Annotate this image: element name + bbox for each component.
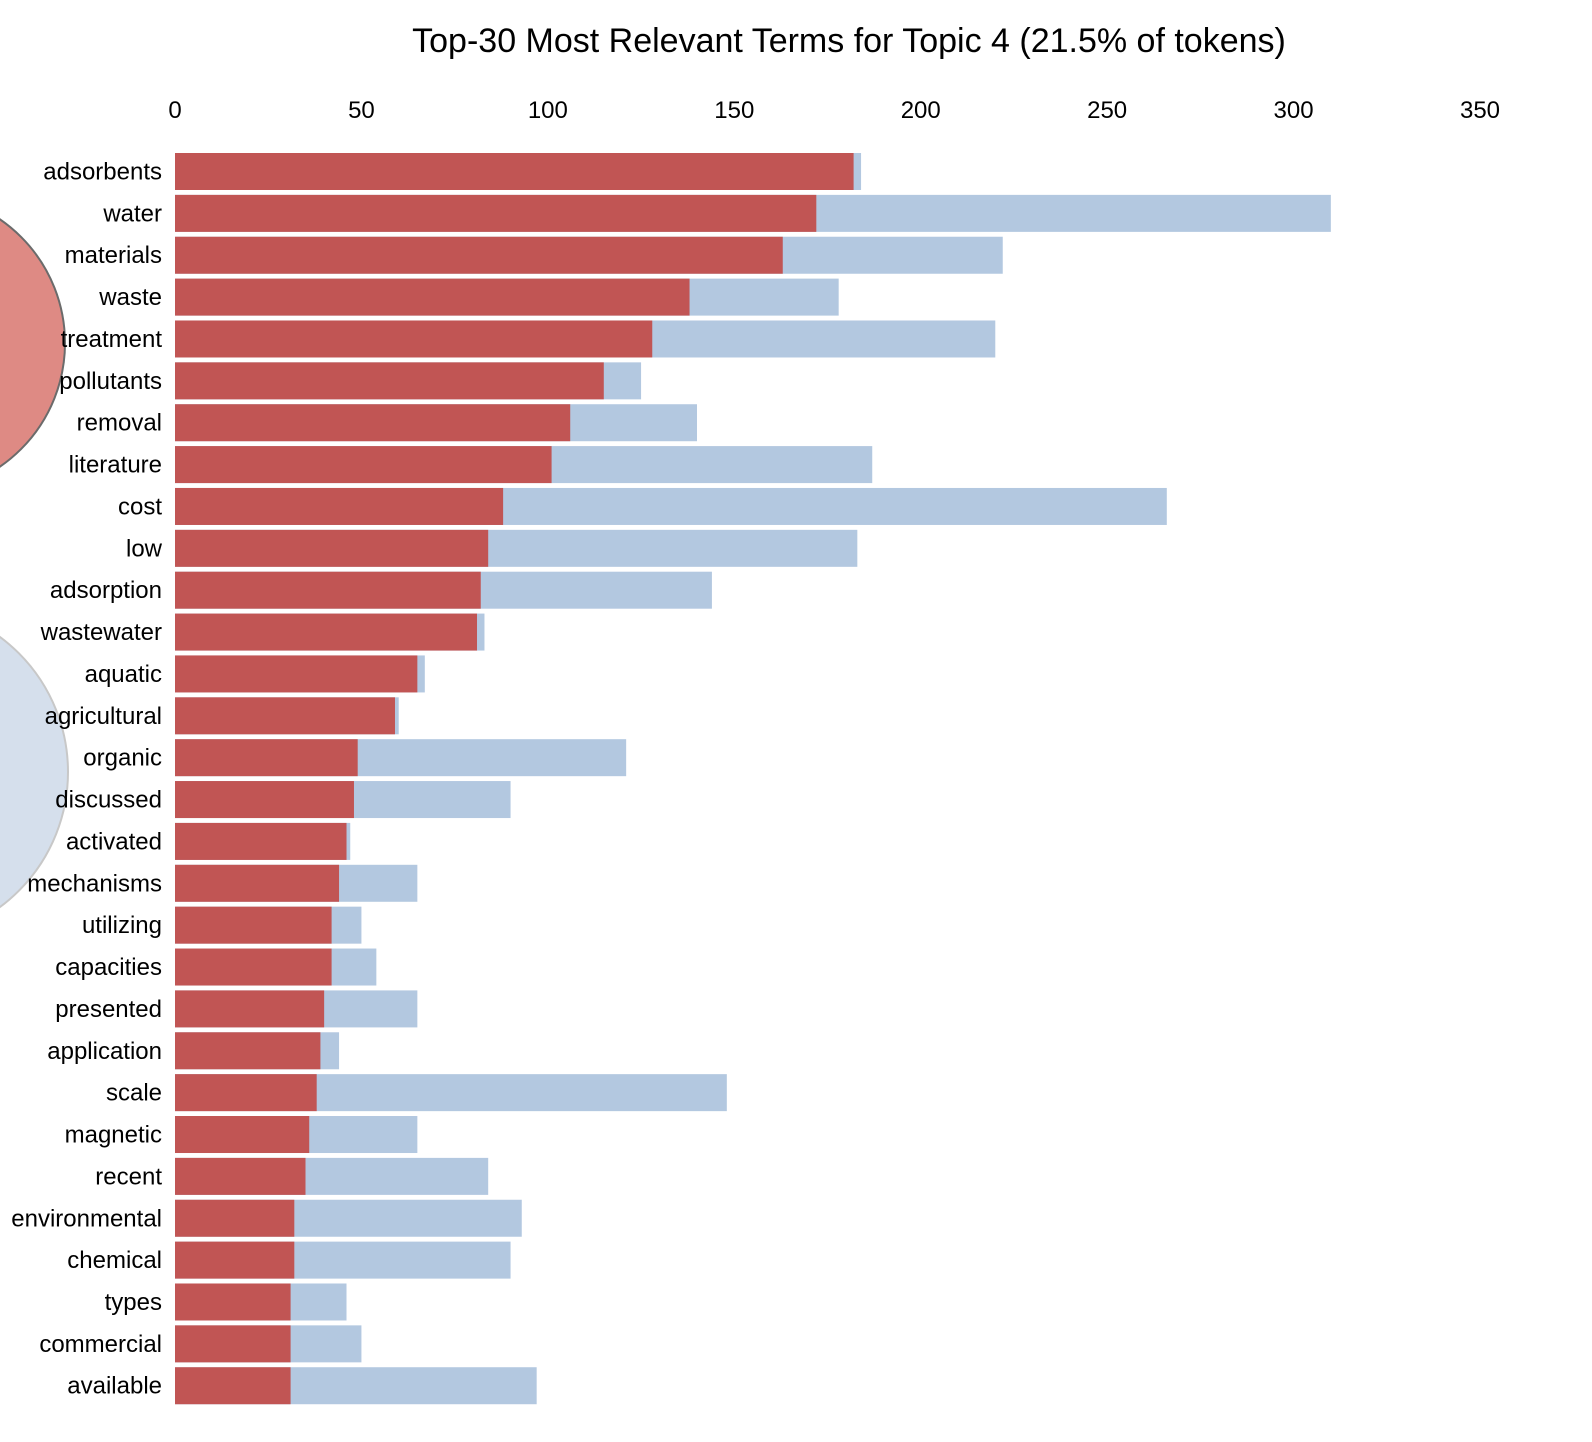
topic-frequency-bar[interactable]	[175, 613, 478, 651]
term-label[interactable]: literature	[69, 452, 162, 479]
x-tick-label: 300	[1274, 97, 1314, 124]
topic-frequency-bar[interactable]	[175, 446, 552, 484]
topic-circle-selected[interactable]	[0, 193, 66, 493]
term-label[interactable]: waste	[98, 284, 162, 311]
term-label[interactable]: scale	[106, 1080, 162, 1107]
term-label[interactable]: types	[105, 1289, 162, 1316]
term-label[interactable]: application	[47, 1038, 162, 1065]
topic-frequency-bar[interactable]	[175, 320, 653, 358]
x-tick-label: 0	[168, 97, 181, 124]
term-label[interactable]: removal	[77, 410, 162, 437]
topic-frequency-bar[interactable]	[175, 739, 358, 777]
term-label[interactable]: wastewater	[40, 619, 162, 646]
topic-frequency-bar[interactable]	[175, 948, 332, 986]
topic-frequency-bar[interactable]	[175, 697, 395, 735]
term-label[interactable]: low	[126, 535, 163, 562]
topic-frequency-bar[interactable]	[175, 1199, 295, 1237]
x-tick-label: 350	[1460, 97, 1500, 124]
topic-frequency-bar[interactable]	[175, 571, 481, 609]
topic-frequency-bar[interactable]	[175, 822, 347, 860]
term-label[interactable]: treatment	[61, 326, 163, 353]
topic-frequency-bar[interactable]	[175, 1367, 291, 1405]
topic-frequency-bar[interactable]	[175, 153, 854, 190]
term-label[interactable]: mechanisms	[27, 870, 162, 897]
topic-frequency-bar[interactable]	[175, 194, 817, 232]
bars-layer	[175, 153, 1331, 1405]
chart-title: Top-30 Most Relevant Terms for Topic 4 (…	[412, 22, 1286, 60]
term-label[interactable]: capacities	[55, 954, 162, 981]
term-label[interactable]: adsorption	[50, 577, 162, 604]
term-label[interactable]: discussed	[55, 787, 162, 814]
term-label[interactable]: recent	[95, 1163, 162, 1190]
topic-frequency-bar[interactable]	[175, 404, 571, 442]
topic-frequency-bar[interactable]	[175, 236, 783, 274]
topic-frequency-bar[interactable]	[175, 1116, 310, 1154]
topic-frequency-bar[interactable]	[175, 1074, 317, 1112]
topic-frequency-bar[interactable]	[175, 990, 325, 1028]
topic-frequency-bar[interactable]	[175, 864, 340, 902]
topic-circles-layer	[0, 193, 69, 940]
topic-frequency-bar[interactable]	[175, 529, 489, 567]
topic-frequency-bar[interactable]	[175, 1325, 291, 1363]
topic-frequency-bar[interactable]	[175, 278, 690, 316]
topic-frequency-bar[interactable]	[175, 1157, 306, 1195]
term-label[interactable]: magnetic	[65, 1122, 162, 1149]
topic-frequency-bar[interactable]	[175, 655, 418, 693]
x-tick-label: 50	[348, 97, 375, 124]
term-label[interactable]: presented	[55, 996, 162, 1023]
topic-frequency-bar[interactable]	[175, 1032, 321, 1070]
topic-frequency-bar[interactable]	[175, 1283, 291, 1321]
term-label[interactable]: chemical	[67, 1247, 162, 1274]
term-labels: adsorbents water materials waste treatment po…	[11, 159, 162, 1400]
term-label[interactable]: commercial	[39, 1331, 162, 1358]
term-label[interactable]: agricultural	[45, 703, 162, 730]
term-label[interactable]: pollutants	[59, 368, 162, 395]
topic-circle-other[interactable]	[0, 604, 69, 940]
x-axis: 0 50 100 150 200 250 300 350	[168, 97, 1500, 124]
term-label[interactable]: cost	[118, 493, 162, 520]
x-tick-label: 200	[901, 97, 941, 124]
term-label[interactable]: environmental	[11, 1205, 162, 1232]
topic-frequency-bar[interactable]	[175, 781, 354, 819]
topic-frequency-bar[interactable]	[175, 362, 604, 400]
topic-frequency-bar[interactable]	[175, 1241, 295, 1279]
term-label[interactable]: utilizing	[82, 912, 162, 939]
x-tick-label: 100	[528, 97, 568, 124]
x-tick-label: 250	[1087, 97, 1127, 124]
term-label[interactable]: activated	[66, 828, 162, 855]
term-label[interactable]: materials	[65, 242, 162, 269]
topic-frequency-bar[interactable]	[175, 906, 332, 944]
term-label[interactable]: water	[102, 200, 162, 227]
topic-frequency-bar[interactable]	[175, 487, 504, 525]
x-tick-label: 150	[714, 97, 754, 124]
term-label[interactable]: aquatic	[85, 661, 162, 688]
term-label[interactable]: adsorbents	[43, 159, 162, 186]
term-label[interactable]: available	[67, 1373, 162, 1400]
term-label[interactable]: organic	[83, 745, 162, 772]
